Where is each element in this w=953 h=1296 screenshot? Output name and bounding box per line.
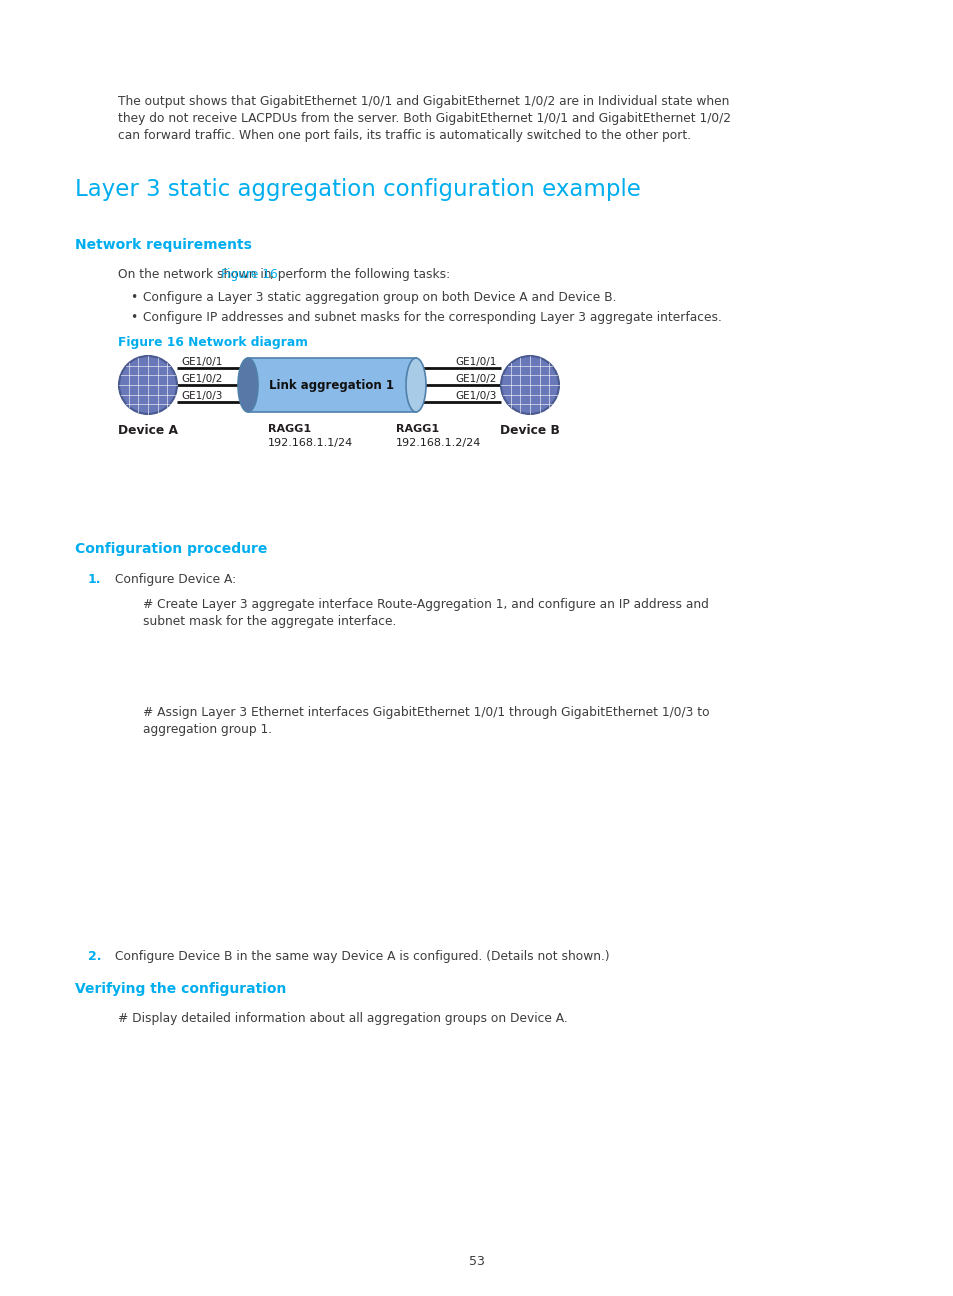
- Text: Device A: Device A: [118, 424, 178, 437]
- Text: they do not receive LACPDUs from the server. Both GigabitEthernet 1/0/1 and Giga: they do not receive LACPDUs from the ser…: [118, 111, 730, 124]
- Text: Configure Device B in the same way Device A is configured. (Details not shown.): Configure Device B in the same way Devic…: [115, 950, 609, 963]
- Text: GE1/0/1: GE1/0/1: [181, 356, 222, 367]
- Text: Configure IP addresses and subnet masks for the corresponding Layer 3 aggregate : Configure IP addresses and subnet masks …: [143, 311, 721, 324]
- Text: On the network shown in: On the network shown in: [118, 268, 275, 281]
- Text: RAGG1: RAGG1: [395, 424, 438, 434]
- Text: 192.168.1.2/24: 192.168.1.2/24: [395, 438, 481, 448]
- Text: RAGG1: RAGG1: [268, 424, 311, 434]
- Text: GE1/0/1: GE1/0/1: [456, 356, 497, 367]
- Circle shape: [119, 356, 177, 413]
- Text: •: •: [130, 311, 137, 324]
- Text: 2.: 2.: [88, 950, 101, 963]
- Text: GE1/0/3: GE1/0/3: [181, 391, 222, 400]
- Text: Figure 16: Figure 16: [221, 268, 277, 281]
- Text: Configure a Layer 3 static aggregation group on both Device A and Device B.: Configure a Layer 3 static aggregation g…: [143, 292, 616, 305]
- Text: Figure 16 Network diagram: Figure 16 Network diagram: [118, 336, 308, 349]
- Text: 1.: 1.: [88, 573, 101, 586]
- Text: Link aggregation 1: Link aggregation 1: [269, 378, 395, 391]
- Text: # Display detailed information about all aggregation groups on Device A.: # Display detailed information about all…: [118, 1012, 567, 1025]
- Text: The output shows that GigabitEthernet 1/0/1 and GigabitEthernet 1/0/2 are in Ind: The output shows that GigabitEthernet 1/…: [118, 95, 729, 108]
- Bar: [248, 358, 416, 412]
- Text: Configuration procedure: Configuration procedure: [75, 542, 267, 556]
- Text: GE1/0/3: GE1/0/3: [456, 391, 497, 400]
- Text: GE1/0/2: GE1/0/2: [181, 375, 222, 384]
- Text: 53: 53: [469, 1255, 484, 1267]
- Text: subnet mask for the aggregate interface.: subnet mask for the aggregate interface.: [143, 616, 395, 629]
- Text: Network requirements: Network requirements: [75, 238, 252, 251]
- Ellipse shape: [406, 358, 426, 412]
- Circle shape: [500, 356, 558, 413]
- Text: 192.168.1.1/24: 192.168.1.1/24: [268, 438, 353, 448]
- Text: Device B: Device B: [499, 424, 559, 437]
- Text: Configure Device A:: Configure Device A:: [115, 573, 236, 586]
- Text: can forward traffic. When one port fails, its traffic is automatically switched : can forward traffic. When one port fails…: [118, 130, 690, 143]
- Text: GE1/0/2: GE1/0/2: [456, 375, 497, 384]
- Ellipse shape: [237, 358, 257, 412]
- Text: aggregation group 1.: aggregation group 1.: [143, 723, 272, 736]
- Text: Layer 3 static aggregation configuration example: Layer 3 static aggregation configuration…: [75, 178, 640, 201]
- Text: , perform the following tasks:: , perform the following tasks:: [270, 268, 450, 281]
- Text: # Assign Layer 3 Ethernet interfaces GigabitEthernet 1/0/1 through GigabitEthern: # Assign Layer 3 Ethernet interfaces Gig…: [143, 706, 709, 719]
- Text: Verifying the configuration: Verifying the configuration: [75, 982, 286, 997]
- Text: # Create Layer 3 aggregate interface Route-Aggregation 1, and configure an IP ad: # Create Layer 3 aggregate interface Rou…: [143, 597, 708, 610]
- Text: •: •: [130, 292, 137, 305]
